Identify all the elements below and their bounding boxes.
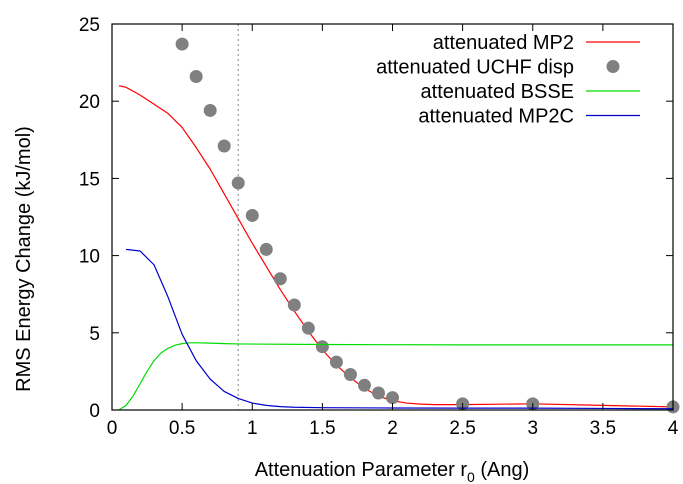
y-tick-label: 15 [79, 169, 100, 190]
data-point-attenuated-uchf-disp [245, 208, 259, 222]
data-point-attenuated-uchf-disp [175, 37, 189, 51]
x-tick-label: 3.5 [590, 418, 616, 439]
y-tick-label: 25 [79, 15, 100, 36]
data-point-attenuated-uchf-disp [217, 139, 231, 153]
data-point-attenuated-uchf-disp [273, 272, 287, 286]
data-point-attenuated-uchf-disp [329, 355, 343, 369]
data-point-attenuated-uchf-disp [287, 298, 301, 312]
data-point-attenuated-uchf-disp [343, 367, 357, 381]
legend-swatch-attenuated-uchf-disp [606, 60, 620, 73]
data-point-attenuated-uchf-disp [371, 386, 385, 400]
y-tick-label: 0 [89, 401, 100, 422]
x-tick-label: 1.5 [309, 418, 335, 439]
y-tick-label: 10 [79, 247, 100, 268]
x-axis-label-subscript: 0 [467, 469, 475, 484]
data-point-attenuated-uchf-disp [189, 69, 203, 83]
x-tick-label: 0 [107, 418, 118, 439]
x-tick-label: 3 [527, 418, 538, 439]
x-tick-label: 1 [247, 418, 258, 439]
data-point-attenuated-uchf-disp [231, 176, 245, 190]
legend-label-attenuated-uchf-disp: attenuated UCHF disp [376, 57, 574, 79]
y-tick-label: 5 [89, 324, 100, 345]
x-axis-label-suffix: (Ang) [475, 459, 529, 481]
data-point-attenuated-uchf-disp [203, 103, 217, 117]
legend-label-attenuated-mp2: attenuated MP2 [433, 32, 574, 54]
y-axis-label: RMS Energy Change (kJ/mol) [13, 126, 35, 392]
y-tick-label: 20 [79, 92, 100, 113]
series-line-attenuated-bsse [118, 342, 673, 411]
x-axis-label-main: Attenuation Parameter r [255, 459, 468, 481]
series-line-attenuated-mp2 [118, 85, 674, 408]
data-point-attenuated-uchf-disp [259, 242, 273, 256]
x-tick-label: 2 [387, 418, 398, 439]
x-tick-label: 2.5 [449, 418, 475, 439]
data-point-attenuated-uchf-disp [386, 391, 399, 405]
data-point-attenuated-uchf-disp [357, 378, 371, 392]
x-tick-label: 0.5 [169, 418, 195, 439]
data-point-attenuated-uchf-disp [301, 321, 315, 335]
plot-area: 0 0.5 1 1.5 2 2.5 3 3.5 4 0 5 10 15 20 25 [79, 15, 680, 439]
legend-label-attenuated-bsse: attenuated BSSE [421, 81, 574, 103]
x-axis-label: Attenuation Parameter r0 (Ang) [255, 459, 530, 484]
x-tick-label: 4 [668, 418, 679, 439]
legend-label-attenuated-mp2c: attenuated MP2C [418, 106, 574, 128]
data-point-attenuated-uchf-disp [315, 340, 329, 354]
